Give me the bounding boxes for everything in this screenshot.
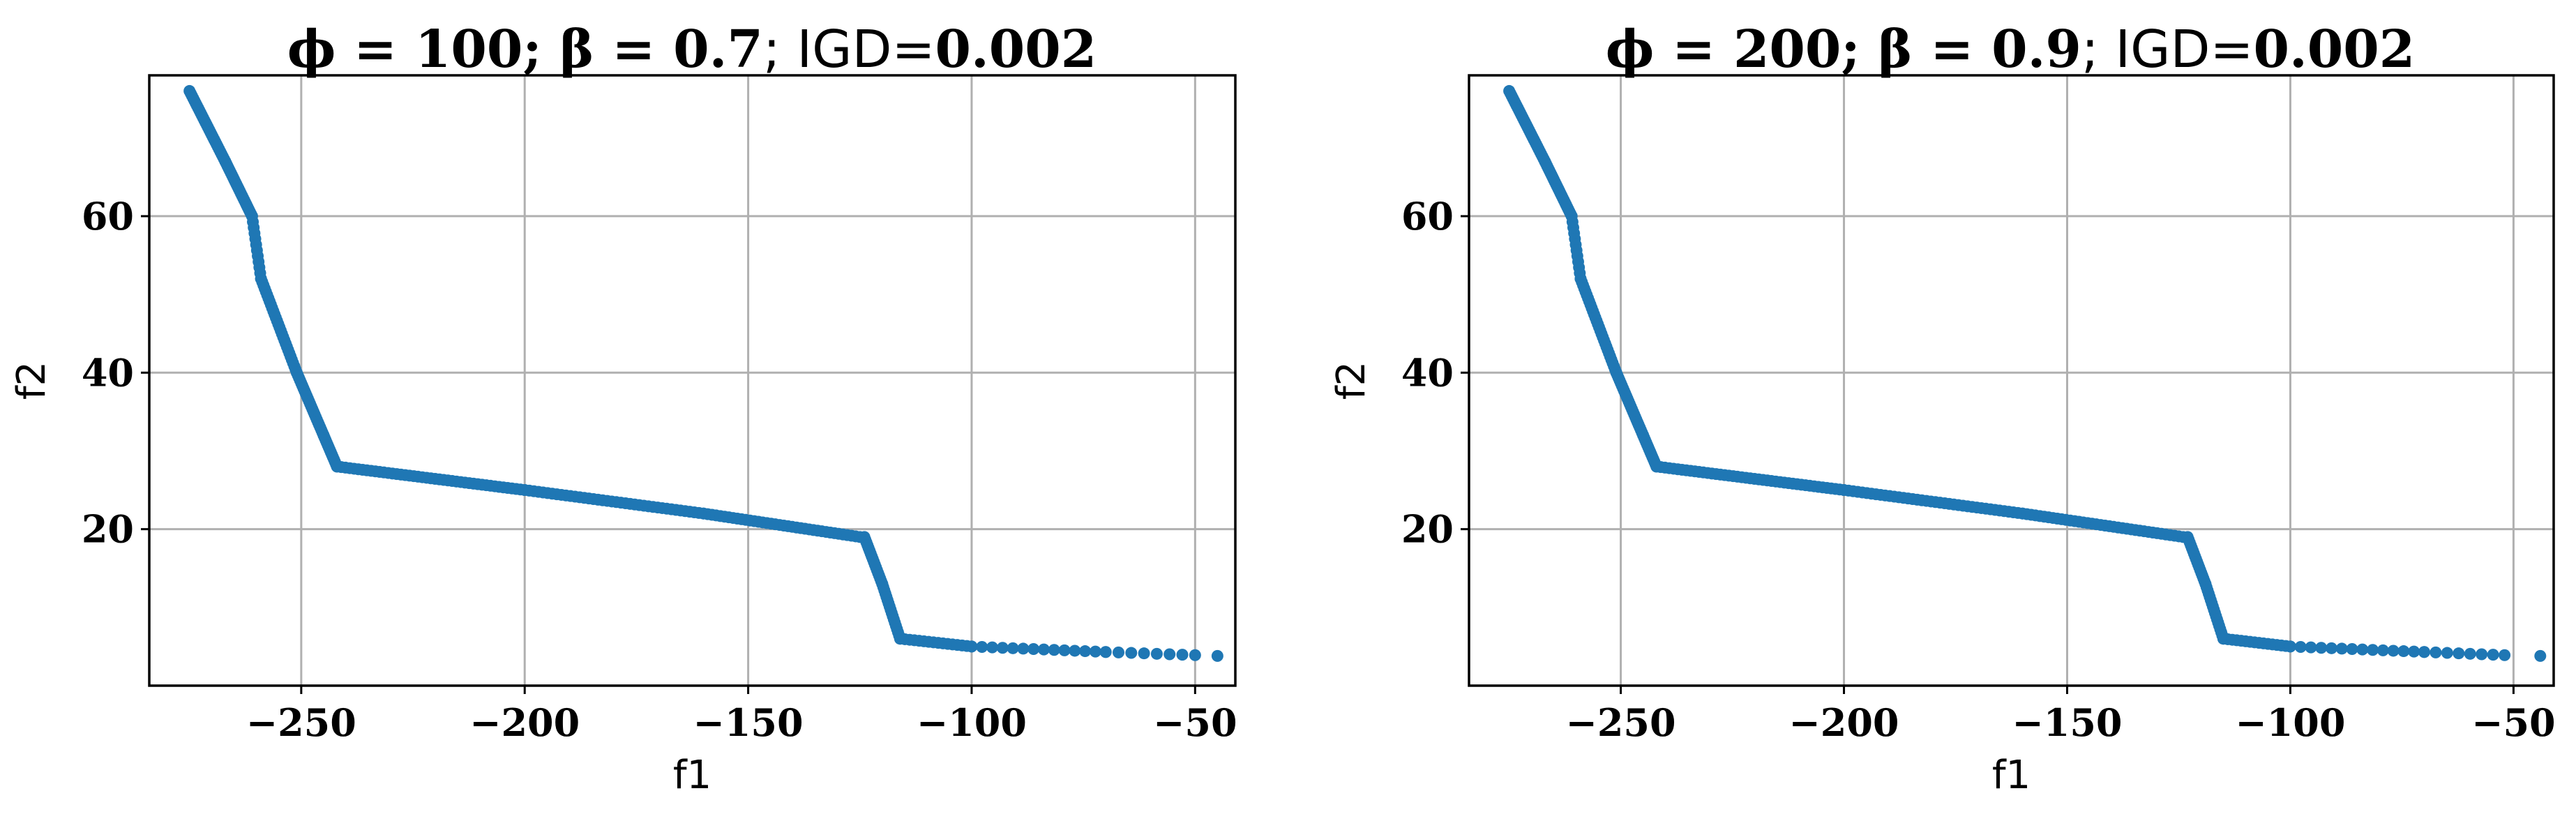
x-tick-label: −50 xyxy=(2471,700,2555,745)
data-point xyxy=(2377,644,2389,656)
chart-title-igd-value: 0.002 xyxy=(2254,20,2416,80)
x-axis-label: f1 xyxy=(1992,753,2031,798)
grid xyxy=(149,75,1235,686)
data-point xyxy=(1189,649,1201,661)
data-point xyxy=(1138,647,1150,660)
data-point xyxy=(1079,645,1092,658)
x-tick-label: −150 xyxy=(2012,700,2123,745)
x-tick-label: −250 xyxy=(246,700,356,745)
x-tick-label: −250 xyxy=(1566,700,1676,745)
data-point xyxy=(1089,645,1101,658)
x-axis-ticks: −250 −200 −150 −100 −50 xyxy=(246,686,1237,745)
y-tick-label: 20 xyxy=(82,507,134,552)
subplot-right: ϕ = 200; β = 0.9; IGD=0.002 −250 −200 −150… xyxy=(1329,20,2556,798)
data-point xyxy=(1112,646,1124,658)
data-point xyxy=(2499,649,2511,661)
chart-title-igd-label: ; IGD= xyxy=(763,20,935,80)
data-point xyxy=(2441,647,2453,659)
data-point xyxy=(2284,640,2296,653)
data-point xyxy=(2367,644,2379,656)
data-point xyxy=(2387,645,2400,657)
y-tick-label: 40 xyxy=(1401,350,1454,395)
y-axis-ticks: 20 40 60 xyxy=(1401,194,1469,552)
scatter-series xyxy=(183,84,1223,662)
y-tick-label: 60 xyxy=(1401,194,1454,239)
data-point xyxy=(996,642,1009,654)
data-point xyxy=(2305,641,2317,654)
data-point xyxy=(1058,644,1071,656)
chart-title: ϕ = 200; β = 0.9; IGD=0.002 xyxy=(1606,20,2416,80)
chart-title: ϕ = 100; β = 0.7; IGD=0.002 xyxy=(287,20,1097,80)
data-point xyxy=(2408,645,2420,658)
data-point xyxy=(1125,647,1138,659)
data-point xyxy=(1099,646,1112,658)
x-tick-label: −100 xyxy=(2235,700,2345,745)
data-point xyxy=(976,641,988,654)
grid xyxy=(1469,75,2554,686)
x-tick-label: −150 xyxy=(693,700,804,745)
data-point xyxy=(1069,645,1081,657)
data-point xyxy=(2453,647,2465,660)
data-point xyxy=(1027,643,1040,656)
data-point xyxy=(1007,642,1019,654)
data-point xyxy=(1176,649,1189,661)
data-point xyxy=(986,641,999,654)
y-axis-label: f2 xyxy=(9,361,54,400)
data-point xyxy=(2315,642,2328,654)
data-point xyxy=(2294,641,2307,654)
data-point xyxy=(1048,644,1060,656)
data-point xyxy=(1211,649,1223,662)
plot-frame xyxy=(148,74,1237,687)
data-point xyxy=(2534,649,2547,662)
data-point xyxy=(2397,645,2410,658)
data-point xyxy=(1017,642,1030,655)
data-point xyxy=(2356,643,2369,656)
y-tick-label: 20 xyxy=(1401,507,1454,552)
subplot-left: ϕ = 100; β = 0.7; IGD=0.002 −250 −200 −150… xyxy=(9,20,1237,798)
y-tick-label: 40 xyxy=(82,350,134,395)
data-point xyxy=(2476,648,2488,661)
x-tick-label: −200 xyxy=(1789,700,1899,745)
data-point xyxy=(1037,643,1050,656)
chart-title-params: ϕ = 100; β = 0.7 xyxy=(287,20,763,80)
data-point xyxy=(1163,648,1176,661)
x-tick-label: −200 xyxy=(469,700,580,745)
y-axis-ticks: 20 40 60 xyxy=(82,194,149,552)
data-point xyxy=(2326,642,2338,654)
y-tick-label: 60 xyxy=(82,194,134,239)
data-point xyxy=(2430,646,2442,658)
y-axis-label: f2 xyxy=(1329,361,1374,400)
x-tick-label: −50 xyxy=(1153,700,1237,745)
data-point xyxy=(1150,647,1163,660)
scatter-series xyxy=(1503,84,2547,662)
data-point xyxy=(2346,643,2358,656)
chart-title-igd-value: 0.002 xyxy=(935,20,1097,80)
chart-title-igd-label: ; IGD= xyxy=(2081,20,2254,80)
data-point xyxy=(2464,647,2476,660)
x-axis-label: f1 xyxy=(673,753,711,798)
data-point xyxy=(2487,649,2499,661)
x-tick-label: −100 xyxy=(917,700,1027,745)
plot-frame xyxy=(1468,74,2555,687)
data-point xyxy=(2335,642,2348,655)
data-point xyxy=(2418,646,2430,658)
x-axis-ticks: −250 −200 −150 −100 −50 xyxy=(1566,686,2556,745)
data-point xyxy=(965,640,978,653)
chart-title-params: ϕ = 200; β = 0.9 xyxy=(1606,20,2081,80)
